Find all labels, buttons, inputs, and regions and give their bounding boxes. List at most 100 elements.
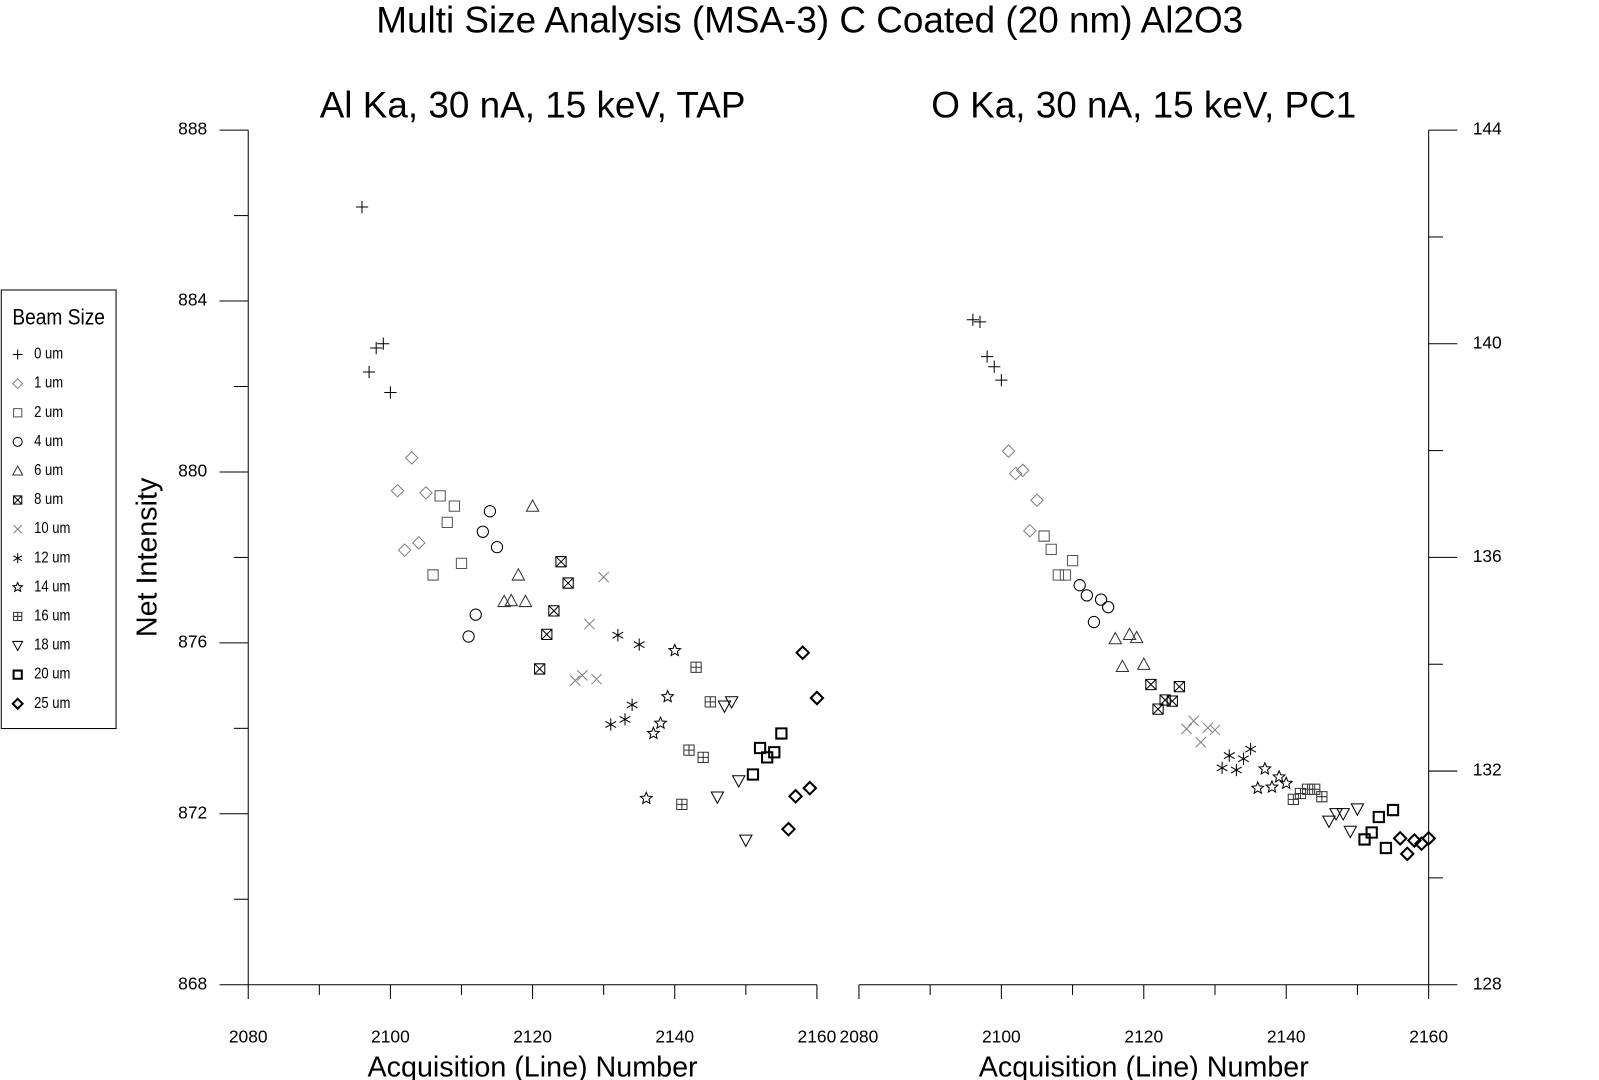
data-point: [1059, 569, 1072, 581]
data-point: [1209, 724, 1221, 736]
data-point: [605, 718, 617, 731]
data-point: [1181, 723, 1193, 735]
data-point: [1386, 803, 1400, 817]
y-tick-label: 880: [178, 461, 207, 481]
y-tick-label: 144: [1473, 119, 1502, 139]
data-point: [511, 567, 526, 581]
data-point: [1329, 808, 1344, 822]
data-point: [1365, 826, 1378, 839]
legend-marker: [11, 697, 25, 711]
data-point: [710, 791, 725, 805]
data-point: [1336, 808, 1351, 822]
y-tick-label: 868: [178, 973, 207, 993]
y-tick-label: 140: [1473, 332, 1502, 352]
data-point: [1159, 694, 1171, 706]
data-point: [667, 643, 682, 657]
x-tick-label: 2120: [1124, 1027, 1163, 1047]
data-point: [1230, 763, 1242, 777]
legend-marker: [12, 436, 23, 447]
data-point: [1294, 787, 1307, 800]
data-point: [469, 608, 482, 621]
x-axis-label: Acquisition (Line) Number: [368, 1051, 698, 1080]
data-point: [598, 571, 610, 583]
data-point: [583, 618, 595, 630]
data-point: [370, 341, 383, 355]
data-point: [1008, 466, 1023, 481]
x-tick-label: 2080: [840, 1027, 879, 1047]
data-point: [690, 661, 702, 673]
legend-marker: [13, 495, 23, 505]
data-point: [1173, 681, 1186, 693]
data-point: [1316, 791, 1328, 803]
data-point: [639, 790, 654, 805]
data-point: [697, 751, 709, 764]
data-point: [1343, 825, 1358, 839]
data-point: [397, 543, 412, 558]
y-axis-label: Net Intensity: [131, 477, 163, 637]
data-point: [1094, 593, 1108, 606]
y-tick-label: 888: [178, 119, 207, 139]
data-point: [980, 350, 994, 363]
x-tick-label: 2140: [655, 1027, 694, 1047]
data-point: [646, 725, 661, 740]
data-point: [1372, 810, 1385, 824]
y-tick-label: 876: [178, 631, 207, 651]
data-point: [802, 780, 818, 796]
legend-label: 25 um: [34, 695, 70, 712]
legend-marker: [13, 611, 23, 622]
data-point: [504, 593, 519, 607]
data-point: [404, 450, 419, 465]
data-point: [717, 700, 732, 714]
data-point: [555, 556, 567, 568]
legend-marker: [13, 408, 23, 418]
legend-label: 12 um: [34, 549, 70, 566]
data-point: [1129, 630, 1144, 644]
legend-label: 10 um: [34, 520, 70, 537]
data-point: [1264, 779, 1280, 794]
data-point: [626, 698, 638, 711]
data-point: [441, 516, 453, 529]
data-point: [1309, 783, 1321, 795]
panel-title: Al Ka, 30 nA, 15 keV, TAP: [320, 84, 746, 125]
data-point: [683, 744, 695, 756]
x-tick-label: 2080: [229, 1027, 268, 1047]
data-point: [1406, 832, 1423, 849]
data-point: [1115, 659, 1130, 673]
data-point: [541, 628, 553, 640]
data-point: [1145, 678, 1157, 691]
x-tick-label: 2160: [798, 1027, 837, 1047]
data-point: [562, 577, 574, 589]
legend-marker: [11, 464, 24, 476]
legend-label: 1 um: [34, 375, 63, 392]
data-point: [411, 536, 426, 550]
data-point: [355, 200, 369, 214]
legend-marker: [13, 553, 23, 564]
legend-label: 0 um: [34, 346, 63, 363]
data-point: [1102, 601, 1115, 614]
legend-label: 14 um: [34, 578, 70, 595]
legend-label: 6 um: [34, 462, 63, 479]
data-point: [591, 673, 603, 685]
legend-label: 16 um: [34, 608, 70, 625]
data-point: [1279, 775, 1294, 790]
data-point: [1015, 463, 1030, 478]
data-point: [1223, 749, 1235, 762]
panel-title: O Ka, 30 nA, 15 keV, PC1: [931, 84, 1356, 125]
data-point: [1202, 722, 1214, 734]
data-point: [1087, 615, 1101, 629]
data-point: [795, 645, 811, 661]
legend-label: 18 um: [34, 637, 70, 654]
legend-label: 8 um: [34, 491, 63, 508]
data-point: [462, 630, 475, 643]
data-point: [1399, 846, 1415, 862]
data-point: [704, 696, 716, 708]
legend-marker: [12, 377, 24, 390]
data-point: [1066, 554, 1079, 567]
data-point: [966, 313, 980, 326]
data-point: [724, 696, 739, 710]
data-point: [384, 386, 397, 399]
data-point: [390, 483, 405, 498]
data-point: [1030, 493, 1044, 508]
y-tick-label: 136: [1473, 546, 1502, 566]
data-point: [653, 715, 668, 730]
